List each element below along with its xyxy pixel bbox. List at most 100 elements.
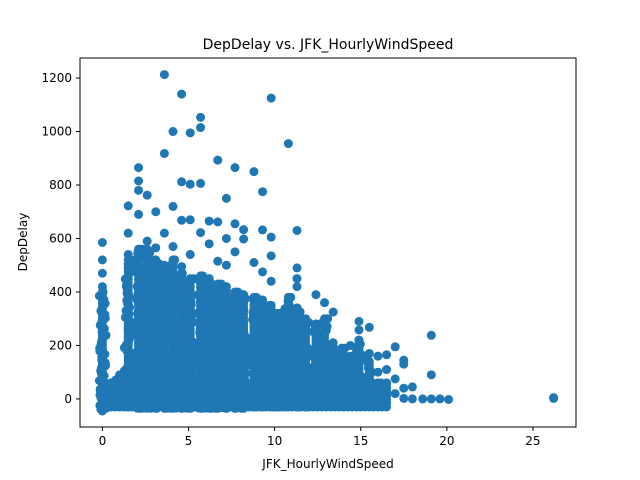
scatter-point — [444, 394, 454, 404]
scatter-point — [196, 178, 206, 188]
y-tick-label: 1200 — [41, 71, 72, 85]
scatter-point — [123, 201, 133, 211]
low-band — [106, 379, 392, 412]
y-tick-label: 800 — [49, 178, 72, 192]
scatter-point — [134, 248, 144, 258]
scatter-point — [283, 292, 293, 302]
y-tick-label: 400 — [49, 285, 72, 299]
scatter-point — [185, 179, 195, 189]
scatter-point — [418, 394, 428, 404]
scatter-point — [230, 247, 240, 257]
scatter-point — [151, 243, 161, 253]
scatter-point — [142, 236, 152, 246]
scatter-point — [97, 282, 107, 292]
scatter-point — [249, 258, 259, 268]
x-tick-label: 10 — [267, 434, 282, 448]
scatter-point — [426, 330, 436, 340]
scatter-point — [239, 290, 249, 300]
scatter-point — [292, 282, 302, 292]
y-tick-label: 1000 — [41, 125, 72, 139]
scatter-point — [373, 351, 383, 361]
scatter-point — [382, 350, 392, 360]
scatter-point — [168, 242, 178, 252]
scatter-point — [266, 300, 276, 310]
scatter-point — [320, 314, 330, 324]
scatter-point — [364, 348, 374, 358]
scatter-point — [328, 307, 338, 317]
scatter-point — [399, 359, 409, 369]
x-tick-label: 15 — [353, 434, 368, 448]
x-tick-label: 5 — [185, 434, 193, 448]
scatter-point — [549, 393, 559, 403]
scatter-point — [354, 335, 364, 345]
scatter-point — [364, 356, 374, 366]
scatter-point — [123, 228, 133, 238]
scatter-point — [204, 216, 214, 226]
scatter-point — [177, 268, 187, 278]
x-axis-ticks: 0 5 10 15 20 25 — [99, 427, 541, 448]
scatter-point — [399, 393, 409, 403]
scatter-point — [390, 374, 400, 384]
scatter-point — [258, 187, 268, 197]
scatter-point — [328, 338, 338, 348]
scatter-point — [407, 382, 417, 392]
scatter-point — [311, 290, 321, 300]
scatter-point — [230, 287, 240, 297]
scatter-point — [185, 128, 195, 138]
scatter-point — [292, 263, 302, 273]
scatter-point — [213, 217, 223, 227]
scatter-point — [185, 250, 195, 260]
scatter-point — [354, 316, 364, 326]
scatter-point — [177, 262, 187, 272]
x-tick-label: 0 — [99, 434, 107, 448]
scatter-point — [258, 267, 268, 277]
scatter-point — [239, 234, 249, 244]
scatter-point — [407, 394, 417, 404]
scatter-point — [204, 239, 214, 249]
scatter-point — [221, 282, 231, 292]
scatter-point — [134, 176, 144, 186]
scatter-point — [230, 163, 240, 173]
scatter-point — [151, 207, 161, 217]
scatter-point — [426, 370, 436, 380]
scatter-point — [373, 367, 383, 377]
scatter-point — [283, 139, 293, 149]
scatter-point — [97, 268, 107, 278]
scatter-point — [230, 219, 240, 229]
scatter-point — [134, 209, 144, 219]
scatter-point — [249, 167, 259, 177]
scatter-point — [258, 295, 268, 305]
scatter-point — [185, 215, 195, 225]
scatter-point — [168, 201, 178, 211]
scatter-point — [320, 298, 330, 308]
scatter-point — [97, 238, 107, 247]
scatter-point — [159, 228, 169, 238]
y-axis-label: DepDelay — [16, 213, 30, 272]
scatter-point — [354, 325, 364, 335]
y-tick-label: 200 — [49, 338, 72, 352]
scatter-point — [177, 177, 187, 187]
scatter-point — [97, 255, 107, 265]
scatter-point — [258, 225, 268, 235]
scatter-point — [337, 343, 347, 353]
x-axis-label: JFK_HourlyWindSpeed — [261, 457, 393, 471]
scatter-point — [177, 215, 187, 225]
scatter-point — [221, 233, 231, 243]
scatter-point — [292, 225, 302, 235]
scatter-point — [196, 112, 206, 122]
chart-title: DepDelay vs. JFK_HourlyWindSpeed — [203, 37, 454, 53]
scatter-point — [390, 342, 400, 352]
scatter-point — [185, 274, 195, 284]
data-points — [94, 70, 559, 416]
scatter-point — [142, 190, 152, 200]
scatter-point — [134, 163, 144, 173]
scatter-point — [435, 394, 445, 404]
scatter-point — [196, 228, 206, 238]
scatter-point — [221, 193, 231, 203]
scatter-point — [239, 225, 249, 235]
scatter-point — [204, 274, 214, 284]
plot-frame — [79, 57, 577, 428]
scatter-point — [213, 256, 223, 266]
scatter-point — [213, 155, 223, 165]
